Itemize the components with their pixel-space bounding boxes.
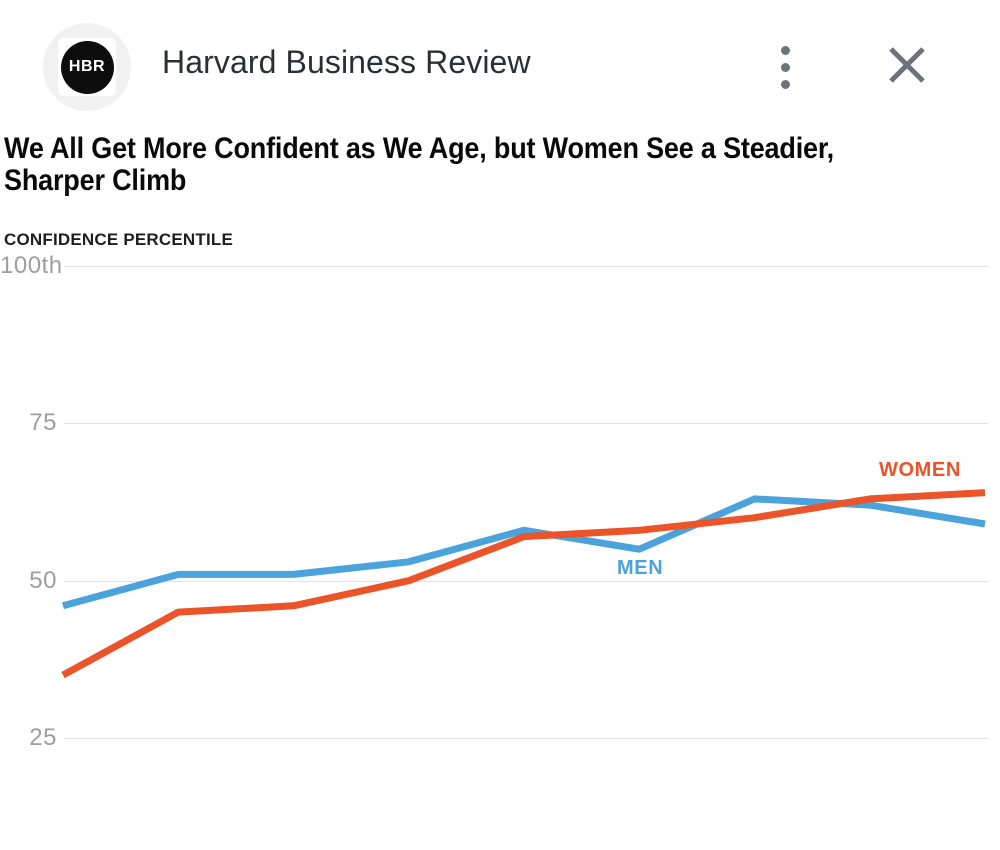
- chart-title: CONFIDENCE PERCENTILE: [4, 230, 233, 249]
- gridline: [64, 580, 988, 582]
- y-axis-tick-label: 75: [29, 409, 57, 437]
- gridline: [64, 423, 988, 425]
- y-axis-tick-label: 25: [29, 723, 57, 751]
- publisher-logo-background: HBR: [58, 38, 116, 96]
- publisher-logo: HBR: [43, 23, 131, 111]
- line-series-men: [62, 495, 986, 610]
- close-x-icon: [889, 47, 925, 83]
- card-header: HBR Harvard Business Review: [0, 0, 1000, 115]
- publisher-name: Harvard Business Review: [162, 44, 531, 80]
- series-label-men: MEN: [617, 557, 664, 579]
- gridline: [64, 266, 988, 267]
- hbr-logo-text: HBR: [68, 58, 106, 75]
- headline-line-2: Sharper Climb: [4, 164, 187, 197]
- line-series-women: [61, 489, 986, 679]
- kebab-menu-icon: [780, 62, 790, 72]
- more-options-button[interactable]: [764, 35, 806, 99]
- kebab-menu-icon: [780, 45, 790, 55]
- y-axis-tick-label: 50: [29, 566, 57, 594]
- y-axis-tick-label: 100th: [0, 252, 63, 279]
- headline-line-1: We All Get More Confident as We Age, but…: [4, 132, 835, 165]
- series-label-women: WOMEN: [879, 459, 961, 481]
- kebab-menu-icon: [780, 79, 790, 89]
- article-headline: We All Get More Confident as We Age, but…: [4, 133, 834, 197]
- hbr-logo-icon: HBR: [60, 40, 114, 94]
- gridline: [64, 737, 988, 739]
- close-button[interactable]: [884, 42, 930, 88]
